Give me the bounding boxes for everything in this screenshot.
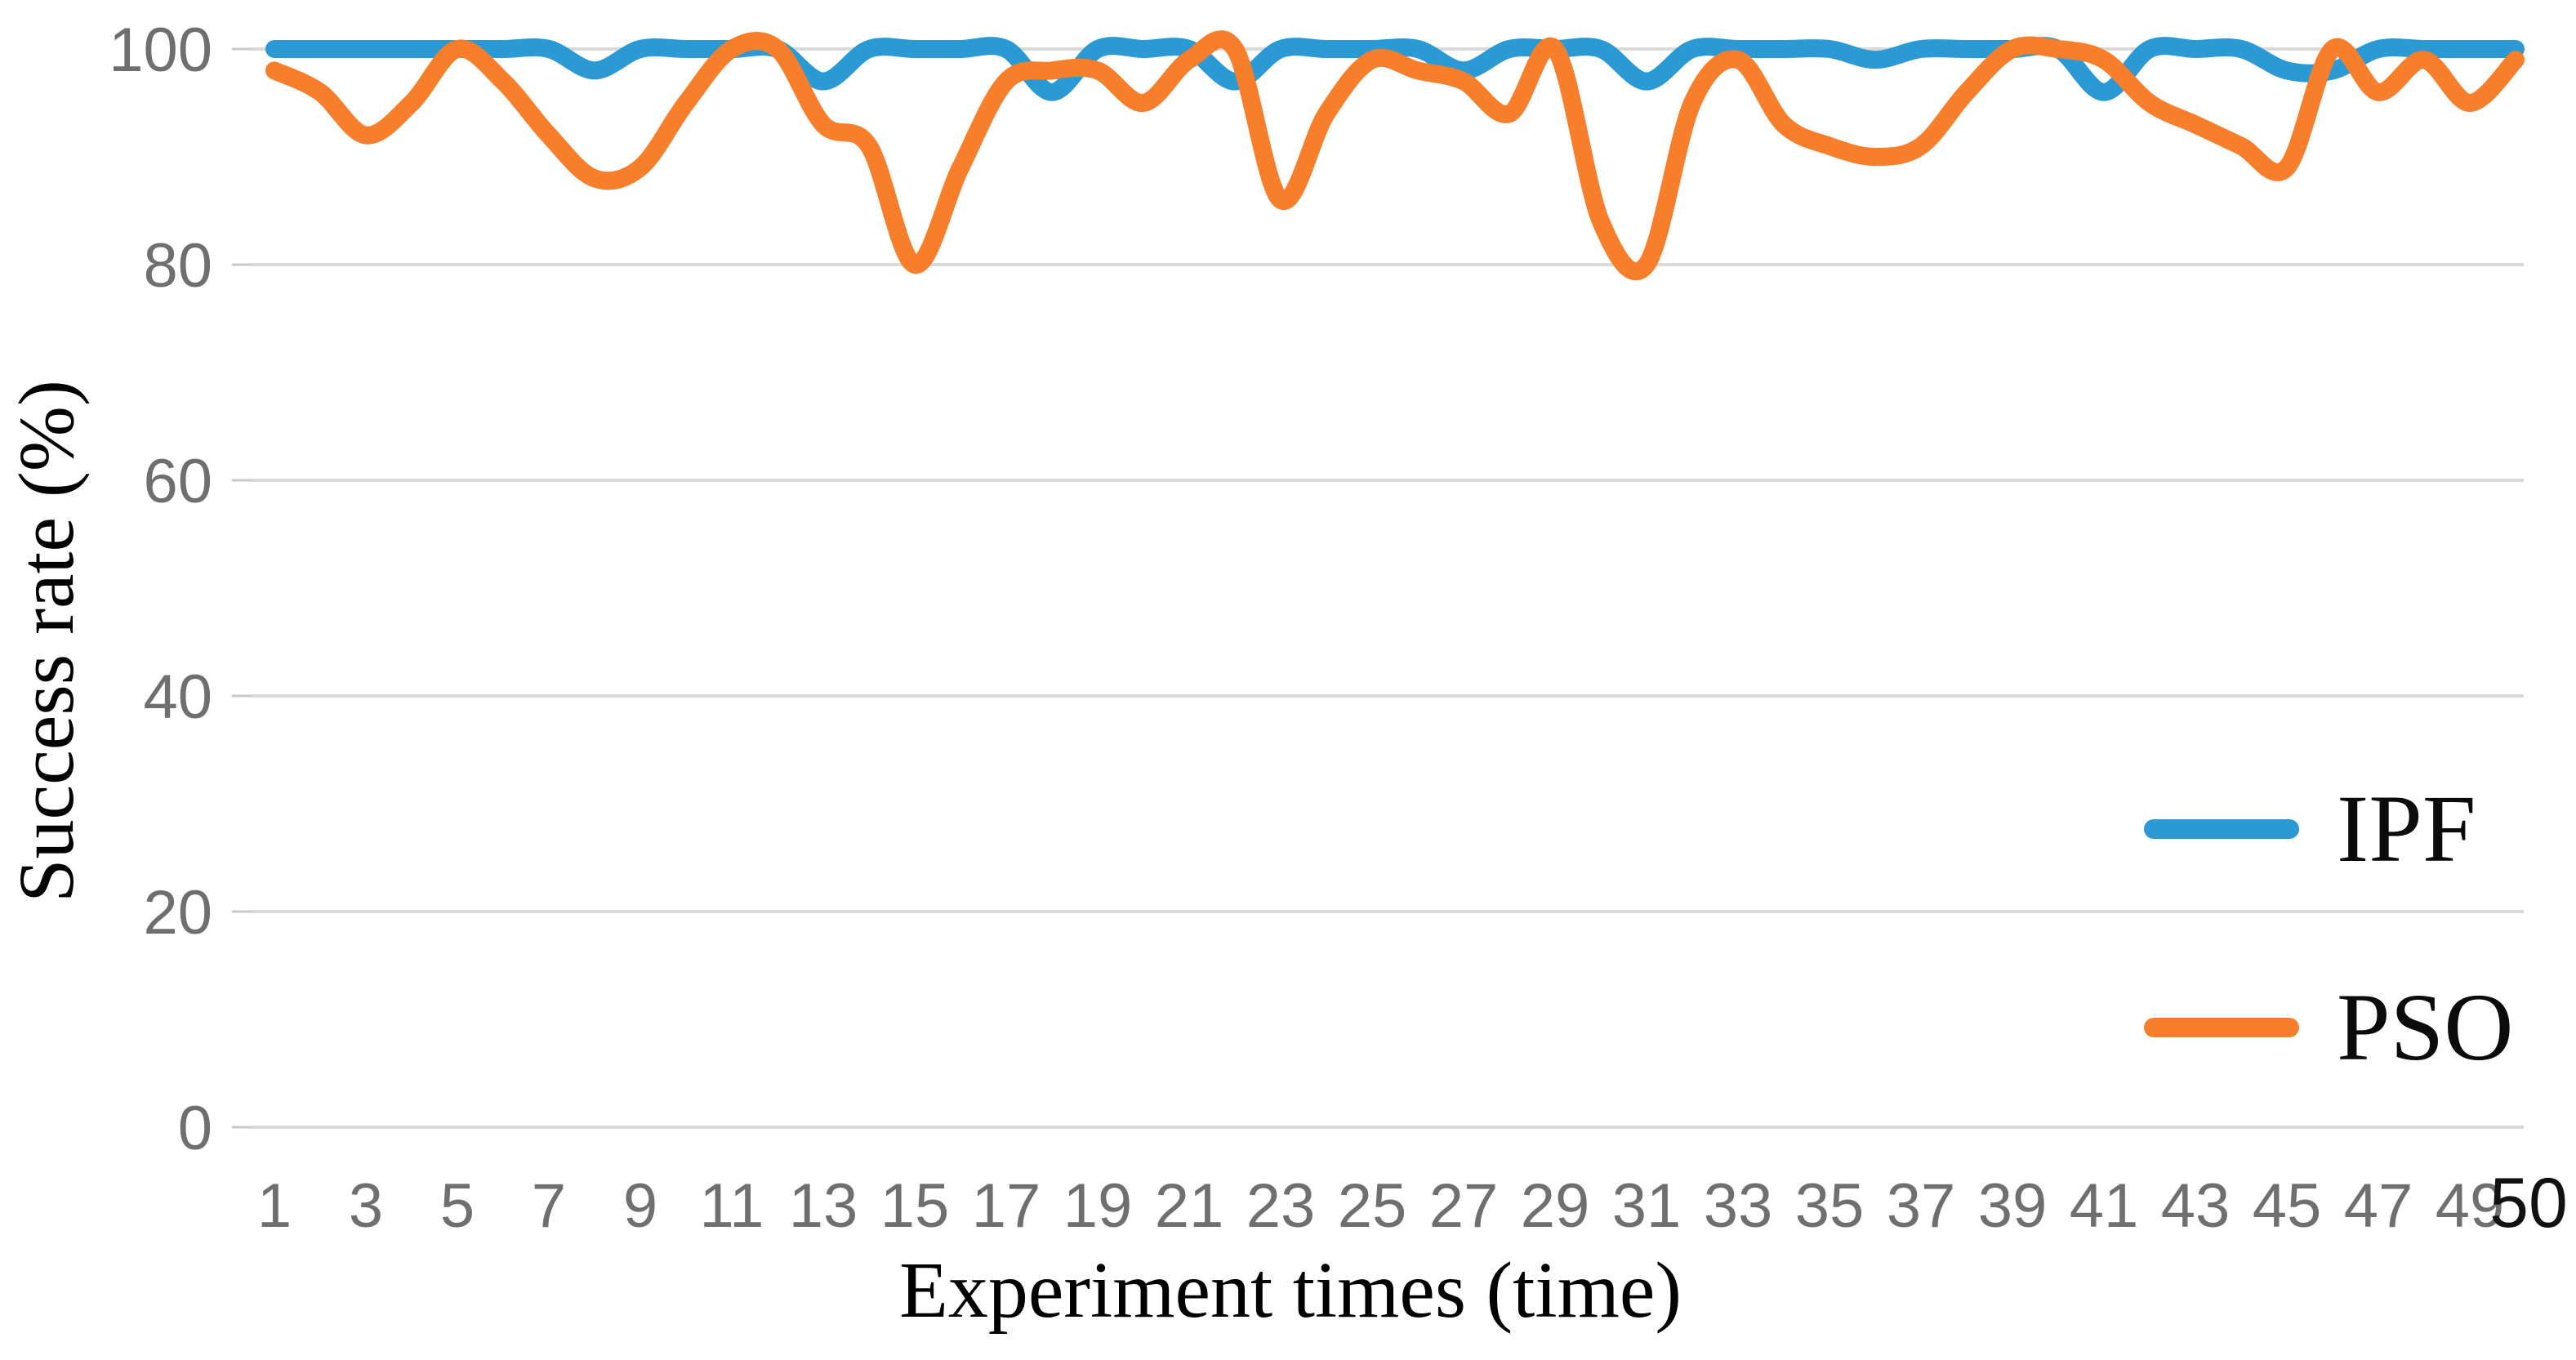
legend-label-ipf: IPF: [2337, 775, 2476, 882]
legend-item-pso: PSO: [2144, 979, 2513, 1077]
x-tick-label-47: 47: [2344, 1171, 2413, 1241]
x-tick-label-29: 29: [1521, 1171, 1590, 1241]
ipf-line-swatch: [2144, 819, 2299, 839]
y-tick-label-100: 100: [109, 16, 212, 85]
x-tick-label-19: 19: [1063, 1171, 1133, 1241]
x-tick-label-41: 41: [2070, 1171, 2139, 1241]
x-tick-label-33: 33: [1704, 1171, 1773, 1241]
x-tick-label-13: 13: [789, 1171, 858, 1241]
x-tick-label-7: 7: [532, 1171, 566, 1241]
y-tick-label-20: 20: [143, 878, 212, 948]
x-tick-label-37: 37: [1887, 1171, 1956, 1241]
x-tick-label-9: 9: [623, 1171, 657, 1241]
x-tick-label-15: 15: [880, 1171, 950, 1241]
x-axis-title: Experiment times (time): [899, 1246, 1682, 1335]
x-tick-label-39: 39: [1978, 1171, 2048, 1241]
y-tick-label-80: 80: [143, 231, 212, 301]
x-tick-label-45: 45: [2253, 1171, 2322, 1241]
x-tick-label-50: 50: [2489, 1164, 2568, 1242]
x-tick-label-31: 31: [1612, 1171, 1682, 1241]
x-tick-label-23: 23: [1246, 1171, 1316, 1241]
x-tick-label-3: 3: [349, 1171, 383, 1241]
y-tick-label-0: 0: [178, 1094, 212, 1163]
x-tick-label-43: 43: [2161, 1171, 2231, 1241]
legend-item-ipf: IPF: [2144, 780, 2476, 878]
y-tick-label-60: 60: [143, 447, 212, 516]
x-tick-label-35: 35: [1795, 1171, 1865, 1241]
x-tick-label-5: 5: [440, 1171, 475, 1241]
x-tick-label-25: 25: [1338, 1171, 1407, 1241]
y-axis-title: Success rate (%): [2, 380, 90, 903]
x-tick-label-27: 27: [1429, 1171, 1499, 1241]
ipf-line: [265, 37, 2525, 101]
x-tick-label-49: 49: [2436, 1171, 2505, 1241]
y-tick-label-40: 40: [143, 662, 212, 732]
pso-line: [265, 30, 2525, 280]
pso-line-swatch: [2144, 1018, 2299, 1037]
x-tick-label-11: 11: [700, 1171, 764, 1241]
legend-label-pso: PSO: [2337, 974, 2514, 1081]
x-tick-label-17: 17: [972, 1171, 1041, 1241]
x-tick-label-1: 1: [257, 1171, 292, 1241]
x-tick-label-21: 21: [1155, 1171, 1224, 1241]
